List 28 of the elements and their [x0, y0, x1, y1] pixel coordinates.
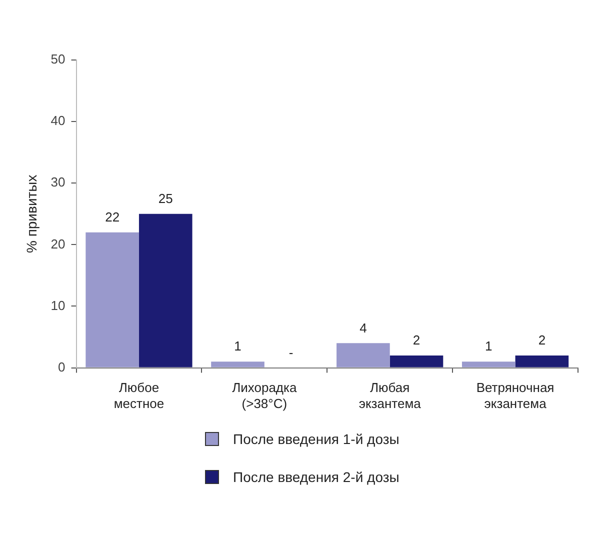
- x-tick-label: Ветряночная экзантема: [476, 380, 554, 411]
- text: -: [288, 344, 294, 360]
- bar: [515, 355, 569, 368]
- y-tick-label: 30: [50, 174, 66, 190]
- bar: [462, 362, 516, 368]
- y-tick-label: 50: [50, 52, 66, 67]
- data-label: 1: [485, 338, 492, 354]
- y-tick-label: 0: [58, 359, 66, 374]
- bar: [138, 214, 192, 368]
- bar: [86, 232, 139, 368]
- data-label: 2: [412, 332, 420, 348]
- data-label: 25: [158, 190, 173, 206]
- data-label: 22: [105, 209, 120, 224]
- y-tick-label: 20: [50, 236, 66, 252]
- bar: [211, 362, 264, 368]
- bar: [336, 343, 390, 368]
- y-axis-title: % привитых: [23, 174, 40, 254]
- y-tick-label: 40: [50, 113, 66, 128]
- legend-label: После введения 2-й дозы: [233, 469, 400, 485]
- legend-label: После введения 1-й дозы: [233, 431, 400, 447]
- data-label: 4: [360, 320, 367, 336]
- bar: [390, 355, 444, 368]
- data-label: 2: [538, 332, 546, 348]
- x-tick-label: Любая экзантема: [358, 380, 422, 411]
- x-tick-label: Лихорадка (>38°C): [232, 380, 298, 411]
- data-label: 1: [234, 338, 242, 354]
- x-tick-label: Любое местное: [114, 380, 164, 411]
- y-tick-label: 10: [50, 298, 66, 313]
